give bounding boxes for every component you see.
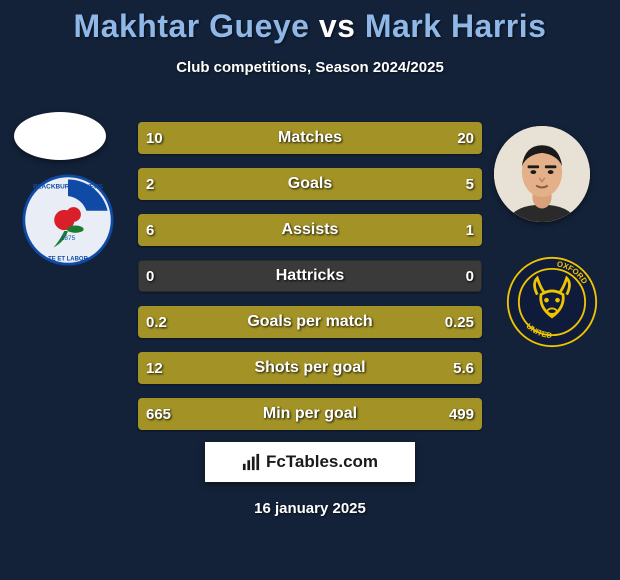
stat-bar-right xyxy=(238,168,482,200)
stat-row: 61Assists xyxy=(138,214,482,246)
title-vs: vs xyxy=(319,8,356,44)
stat-bar-right xyxy=(289,306,482,338)
player1-avatar xyxy=(14,112,106,160)
stat-bar-right xyxy=(252,122,482,154)
comparison-title: Makhtar Gueye vs Mark Harris xyxy=(0,0,620,45)
stat-value-left: 0 xyxy=(138,260,162,292)
stat-bar-left xyxy=(138,122,252,154)
player2-club-crest: OXFORD UNITED xyxy=(506,256,598,348)
blackburn-crest-icon: BLACKBURN ROVERS TE ET LABOR 1875 xyxy=(22,174,114,266)
stat-label: Hattricks xyxy=(138,260,482,292)
stat-bar-left xyxy=(138,398,334,430)
stat-row: 0 0Hattricks xyxy=(138,260,482,292)
subtitle: Club competitions, Season 2024/2025 xyxy=(0,59,620,76)
stat-row: 0.20.25Goals per match xyxy=(138,306,482,338)
stats-bars: 1020Matches 25Goals 61Assists 0 0Hattricks 0.… xyxy=(138,122,482,444)
svg-text:BLACKBURN ROVERS: BLACKBURN ROVERS xyxy=(33,184,104,191)
player1-club-crest: BLACKBURN ROVERS TE ET LABOR 1875 xyxy=(22,174,114,266)
player-headshot-icon xyxy=(494,126,590,222)
oxford-crest-icon: OXFORD UNITED xyxy=(506,256,598,348)
stat-bar-left xyxy=(138,168,238,200)
stat-bar-right xyxy=(434,214,482,246)
fctables-logo-icon xyxy=(242,453,260,471)
stat-row: 25Goals xyxy=(138,168,482,200)
stat-bar-right xyxy=(372,352,482,384)
stat-bar-left xyxy=(138,352,372,384)
stat-bar-left xyxy=(138,214,434,246)
stat-value-right: 0 xyxy=(458,260,482,292)
svg-text:TE ET LABOR: TE ET LABOR xyxy=(48,256,88,262)
footer-date: 16 january 2025 xyxy=(0,500,620,517)
player1-name: Makhtar Gueye xyxy=(74,8,310,44)
stat-bar-left xyxy=(138,306,289,338)
player2-name: Mark Harris xyxy=(365,8,547,44)
stat-row: 125.6Shots per goal xyxy=(138,352,482,384)
site-badge: FcTables.com xyxy=(205,442,415,482)
site-name: FcTables.com xyxy=(266,452,378,472)
stat-bar-right xyxy=(334,398,482,430)
stat-row: 1020Matches xyxy=(138,122,482,154)
player2-avatar xyxy=(494,126,590,222)
stat-row: 665499Min per goal xyxy=(138,398,482,430)
svg-text:1875: 1875 xyxy=(61,235,76,242)
